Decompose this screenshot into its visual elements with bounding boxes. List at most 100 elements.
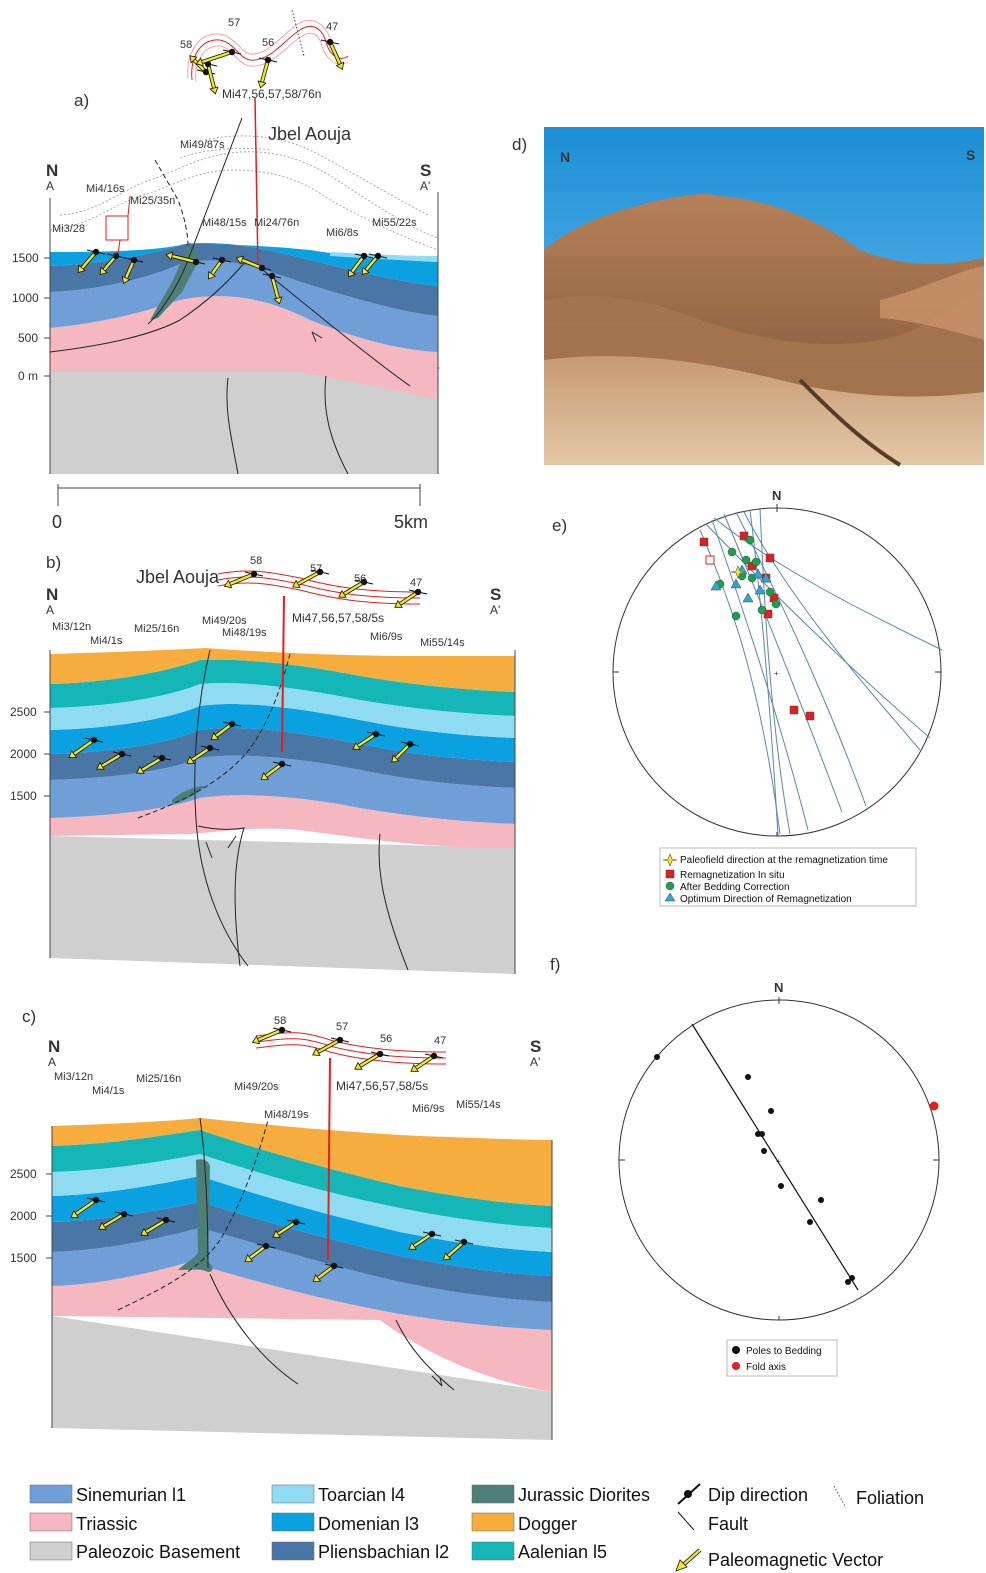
square-icon	[665, 869, 675, 879]
bedding-corrected-point	[751, 557, 761, 567]
legend-aalenian: Aalenian l5	[518, 1542, 607, 1562]
insitu-point	[763, 609, 773, 619]
paleomagnetic-vectors	[68, 38, 474, 1283]
pole-to-bedding	[845, 1279, 851, 1285]
scale-end: 5km	[394, 512, 428, 532]
legend-e-optimum: Optimum Direction of Remagnetization	[680, 894, 852, 905]
pole-to-bedding	[768, 1108, 774, 1114]
pole-dot-icon	[732, 1346, 740, 1354]
bedding-corrected-point	[771, 599, 781, 609]
bedding-corrected-point	[757, 605, 767, 615]
pole-to-bedding	[745, 1074, 751, 1080]
site-label: Mi3/12n	[52, 621, 91, 633]
paleomagnetic-vector	[235, 255, 272, 272]
photo-south: S	[966, 147, 975, 163]
site-label: Mi4/1s	[90, 635, 123, 647]
legend-toarcian: Toarcian l4	[318, 1485, 405, 1505]
panel-a-north-point: A	[46, 179, 54, 193]
bedding-corrected-point	[745, 535, 755, 545]
paleomagnetic-vector	[99, 252, 126, 276]
panel-b-north-point: A	[46, 603, 54, 617]
site-label: Mi25/35n	[130, 195, 175, 207]
swatch-toarcian	[271, 1484, 315, 1504]
paleomagnetic-vector	[352, 730, 386, 750]
insitu-point	[805, 711, 815, 721]
site-label: Mi48/19s	[264, 1109, 309, 1121]
paleomagnetic-vector	[210, 720, 242, 741]
paleomagnetic-vector	[272, 1218, 306, 1238]
legend-domenian: Domenian l3	[318, 1514, 419, 1534]
panel-b-north: N	[46, 585, 58, 604]
panel-c-north-point: A	[48, 1055, 56, 1069]
panel-b-label: b)	[46, 553, 61, 572]
legend-pliensbachian: Pliensbachian l2	[318, 1542, 449, 1562]
site-label: Mi48/15s	[202, 217, 247, 229]
paleomagnetic-vector	[121, 256, 144, 285]
pole-to-bedding	[818, 1197, 824, 1203]
panel-c-ytick-2500: 2500	[10, 1167, 37, 1181]
inset-site: 47	[434, 1035, 446, 1047]
panel-a-title: Jbel Aouja	[268, 124, 352, 144]
paleomagnetic-vector	[195, 48, 242, 67]
inset-site: 57	[336, 1021, 348, 1033]
svg-text:+: +	[774, 669, 779, 678]
paleomagnetic-vector-icon	[675, 1548, 702, 1572]
paleofield-star	[730, 565, 746, 579]
panel-b-ytick-2500: 2500	[10, 705, 37, 719]
pole-to-bedding	[761, 1148, 767, 1154]
pole-to-bedding	[759, 1131, 765, 1137]
insitu-point	[765, 553, 775, 563]
inset-caption-a: Mi47,56,57,58/76n	[222, 87, 321, 101]
panel-b-title: Jbel Aouja	[136, 567, 220, 587]
paleomagnetic-vector	[70, 1196, 106, 1218]
foliation-icon	[833, 1485, 847, 1509]
swatch-basement	[29, 1541, 73, 1561]
panel-a-north: N	[46, 161, 58, 180]
site-label: Mi6/9s	[370, 631, 403, 643]
cross-section-b	[44, 595, 516, 974]
paleomagnetic-vector	[391, 740, 420, 763]
site-label: Mi49/20s	[202, 615, 247, 627]
paleomagnetic-vector	[186, 744, 220, 764]
swatch-domenian	[271, 1512, 315, 1532]
panel-b-ytick-2000: 2000	[10, 747, 37, 761]
fold-axis-point	[929, 1101, 939, 1111]
panel-c-ytick-1500: 1500	[10, 1251, 37, 1265]
panel-c-ytick-2000: 2000	[10, 1209, 37, 1223]
legend-f-fold-axis: Fold axis	[746, 1362, 786, 1373]
legend-paleomagnetic-vector: Paleomagnetic Vector	[708, 1550, 883, 1570]
bedding-corrected-point	[741, 555, 751, 565]
site-label: Mi49/20s	[234, 1081, 279, 1093]
paleomagnetic-vector	[338, 578, 374, 598]
pole-to-bedding	[778, 1183, 784, 1189]
inset-site: 57	[228, 17, 240, 29]
legend-foliation: Foliation	[856, 1488, 924, 1508]
fold-axis-dot-icon	[732, 1362, 740, 1370]
insitu-point-open	[705, 555, 715, 565]
inset-site: 58	[180, 39, 192, 51]
bedding-corrected-point	[765, 587, 775, 597]
main-legend	[29, 1483, 847, 1572]
fold-inset-c	[255, 1032, 447, 1065]
swatch-diorite	[471, 1484, 515, 1504]
stereonet-f-legend	[726, 1339, 838, 1377]
legend-basement: Paleozoic Basement	[76, 1542, 240, 1562]
cross-section-a	[44, 97, 440, 506]
optimum-point	[752, 568, 764, 579]
stereonet-e-legend	[659, 847, 917, 907]
stereonet-f: +	[618, 997, 940, 1321]
optimum-point	[760, 572, 772, 583]
panel-a-label: a)	[74, 91, 89, 110]
optimum-point	[754, 584, 766, 595]
stereonet-e-north: N	[772, 488, 781, 503]
stereonet-e-points	[699, 531, 815, 721]
panel-b-south-point: A'	[490, 603, 500, 617]
legend-e-insitu: Remagnetization In situ	[680, 870, 785, 881]
fault-icon	[677, 1511, 695, 1531]
panel-f-label: f)	[550, 955, 560, 974]
paleofield-star-icon	[662, 853, 678, 867]
site-label: Mi48/19s	[222, 627, 267, 639]
paleomagnetic-vector	[312, 1036, 350, 1056]
site-label: Mi3/28	[52, 223, 85, 235]
panel-c-south: S	[530, 1037, 541, 1056]
